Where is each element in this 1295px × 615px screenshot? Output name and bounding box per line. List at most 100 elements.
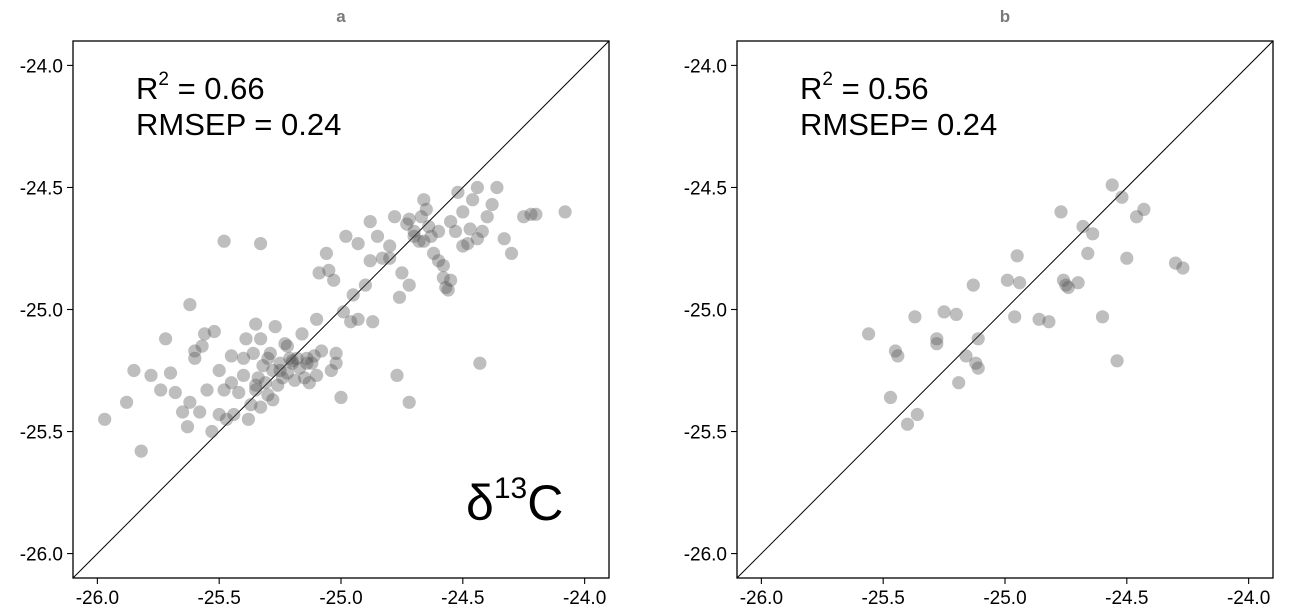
panel-a-point — [412, 234, 426, 248]
panel-b-x-tick-label: -24.0 — [1227, 588, 1270, 609]
panel-a-isotope-annotation: δ13C — [466, 472, 563, 531]
panel-a-point — [375, 251, 389, 265]
panel-a-point — [219, 412, 234, 426]
panel-b-point — [1032, 312, 1046, 326]
panel-a-point — [300, 351, 314, 365]
panel-a-point — [275, 371, 290, 385]
panel-a-point — [319, 246, 333, 260]
panel-a-point — [212, 407, 226, 422]
panel-a-point — [392, 290, 407, 304]
panel-a-point — [246, 346, 260, 360]
panel-a-point — [456, 205, 470, 219]
panel-a-point — [436, 271, 450, 285]
panel-b-point — [891, 349, 905, 363]
panel-a-x-tick-label: -24.5 — [441, 588, 484, 609]
panel-b-point — [910, 407, 924, 422]
panel-a: a -26.0 -25.5 -25.0 -24.5 -24.0 -24.0 -24.5 -25.… — [20, 7, 610, 609]
panel-b-point — [1076, 219, 1090, 234]
panel-a-point — [307, 349, 321, 363]
panel-a-point — [407, 224, 421, 238]
panel-a-point — [322, 263, 336, 277]
panel-a-point — [217, 383, 231, 397]
panel-a-point — [198, 327, 212, 341]
panel-a-x-tick-label: -26.0 — [76, 588, 119, 609]
panel-a-point — [297, 371, 312, 385]
panel-a-point — [444, 215, 458, 229]
panel-b-point — [1081, 246, 1095, 260]
panel-a-point — [351, 237, 365, 251]
panel-a-point — [327, 273, 341, 287]
panel-b-point — [883, 390, 898, 404]
panel-a-point — [285, 354, 299, 368]
panel-a-point — [266, 393, 280, 407]
panel-a-y-tick-label: -25.5 — [20, 423, 63, 444]
panel-a-point — [290, 351, 304, 365]
panel-a-point — [461, 237, 475, 251]
panel-a-point — [268, 320, 282, 334]
panel-a-point — [163, 366, 178, 380]
panel-a-point — [258, 376, 273, 390]
panel-a-point — [344, 315, 358, 329]
panel-a-y-tick-label: -26.0 — [20, 545, 63, 566]
panel-a-point — [414, 210, 428, 224]
panel-a-x-tick-label: -25.0 — [319, 588, 362, 609]
panel-a-point — [466, 193, 480, 207]
panel-a-point — [266, 363, 280, 378]
panel-a-point — [285, 356, 299, 370]
panel-a-point — [261, 351, 275, 365]
panel-b-y-tick-label: -26.0 — [684, 545, 727, 566]
panel-a-point — [470, 232, 484, 246]
panel-a-point — [293, 361, 307, 375]
panel-a-point — [395, 266, 409, 280]
panel-a-point — [490, 180, 504, 195]
panel-a-point — [176, 405, 190, 419]
panel-a-point — [363, 215, 377, 229]
panel-a-point — [188, 351, 202, 365]
panel-b-point — [900, 417, 915, 431]
panel-a-point — [441, 283, 455, 297]
panel-a-point — [422, 219, 436, 234]
panel-b-point — [971, 361, 985, 375]
panel-a-point — [390, 368, 404, 382]
panel-a-point — [310, 312, 324, 326]
panel-a-point — [383, 251, 397, 265]
panel-b-point — [1176, 261, 1190, 275]
panel-b-point — [1105, 178, 1119, 192]
panel-a-point — [249, 317, 263, 331]
panel-a-point — [154, 383, 168, 397]
panel-a-point — [400, 217, 414, 231]
panel-a-point — [329, 346, 343, 360]
panel-a-point — [288, 373, 302, 387]
panel-a-point — [212, 363, 226, 378]
panel-a-point — [336, 305, 350, 319]
panel-b-point — [1059, 278, 1073, 292]
panel-a-point — [529, 207, 543, 221]
panel-a-point — [497, 232, 511, 246]
panel-a-point — [470, 180, 484, 195]
panel-a-point — [232, 385, 246, 400]
panel-a-point — [263, 346, 277, 360]
panel-b-point — [1095, 310, 1110, 324]
panel-a-y-tick-label: -24.5 — [20, 178, 63, 199]
panel-a-point — [480, 210, 494, 224]
panel-a-point — [278, 337, 292, 351]
panel-b-point — [1071, 276, 1085, 290]
panel-b-point — [908, 310, 922, 324]
panel-a-point — [188, 344, 202, 358]
panel-a-point — [180, 420, 195, 434]
panel-a-point — [273, 356, 287, 370]
panel-b-point — [1056, 273, 1071, 287]
panel-a-point — [249, 383, 263, 397]
panel-b-point — [937, 305, 951, 319]
panel-a-point — [444, 273, 458, 287]
panel-a-point — [127, 363, 141, 378]
panel-a-point — [239, 332, 253, 346]
panel-a-point — [205, 424, 219, 439]
panel-a-point — [419, 202, 433, 216]
panel-a-point — [207, 324, 221, 339]
panel-a-point — [324, 363, 338, 378]
panel-b-y-tick-label: -24.0 — [684, 56, 727, 77]
panel-a-point — [227, 407, 241, 422]
panel-a-point — [183, 298, 197, 312]
panel-a-point — [159, 332, 173, 346]
